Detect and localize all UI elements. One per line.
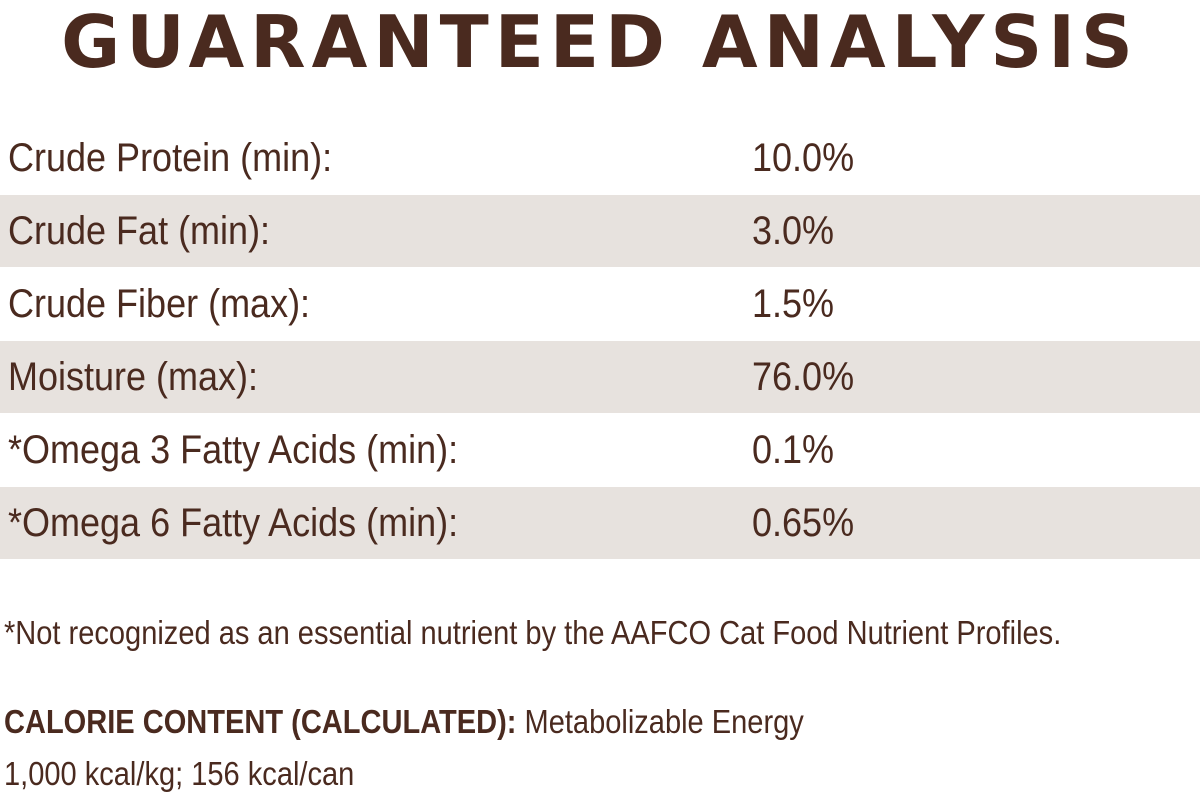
table-row: *Omega 3 Fatty Acids (min): 0.1% <box>0 414 1200 486</box>
nutrient-label: Moisture (max): <box>8 355 259 399</box>
nutrient-label: *Omega 6 Fatty Acids (min): <box>8 501 459 545</box>
nutrient-label: Crude Protein (min): <box>8 136 333 180</box>
nutrient-value: 0.65% <box>752 501 855 545</box>
nutrient-label: *Omega 3 Fatty Acids (min): <box>8 428 459 472</box>
analysis-title: GUARANTEED ANALYSIS <box>61 0 1139 84</box>
calorie-content: CALORIE CONTENT (CALCULATED): Metaboliza… <box>4 696 804 800</box>
table-row: Crude Protein (min): 10.0% <box>0 122 1200 194</box>
analysis-table: Crude Protein (min): 10.0% Crude Fat (mi… <box>0 122 1200 560</box>
nutrient-value: 76.0% <box>752 355 855 399</box>
table-row: Crude Fiber (max): 1.5% <box>0 268 1200 340</box>
nutrient-value: 0.1% <box>752 428 835 472</box>
nutrient-label: Crude Fat (min): <box>8 209 271 253</box>
calorie-line: CALORIE CONTENT (CALCULATED): Metaboliza… <box>4 696 804 748</box>
table-row: Moisture (max): 76.0% <box>0 341 1200 413</box>
calorie-text: Metabolizable Energy <box>516 703 804 740</box>
footnote: *Not recognized as an essential nutrient… <box>4 614 1062 651</box>
nutrient-value: 3.0% <box>752 209 835 253</box>
nutrient-label: Crude Fiber (max): <box>8 282 311 326</box>
calorie-heading: CALORIE CONTENT (CALCULATED): <box>4 703 517 740</box>
table-row: Crude Fat (min): 3.0% <box>0 195 1200 267</box>
nutrient-value: 1.5% <box>752 282 835 326</box>
calorie-values: 1,000 kcal/kg; 156 kcal/can <box>4 755 355 792</box>
nutrient-value: 10.0% <box>752 136 855 180</box>
table-row: *Omega 6 Fatty Acids (min): 0.65% <box>0 487 1200 559</box>
